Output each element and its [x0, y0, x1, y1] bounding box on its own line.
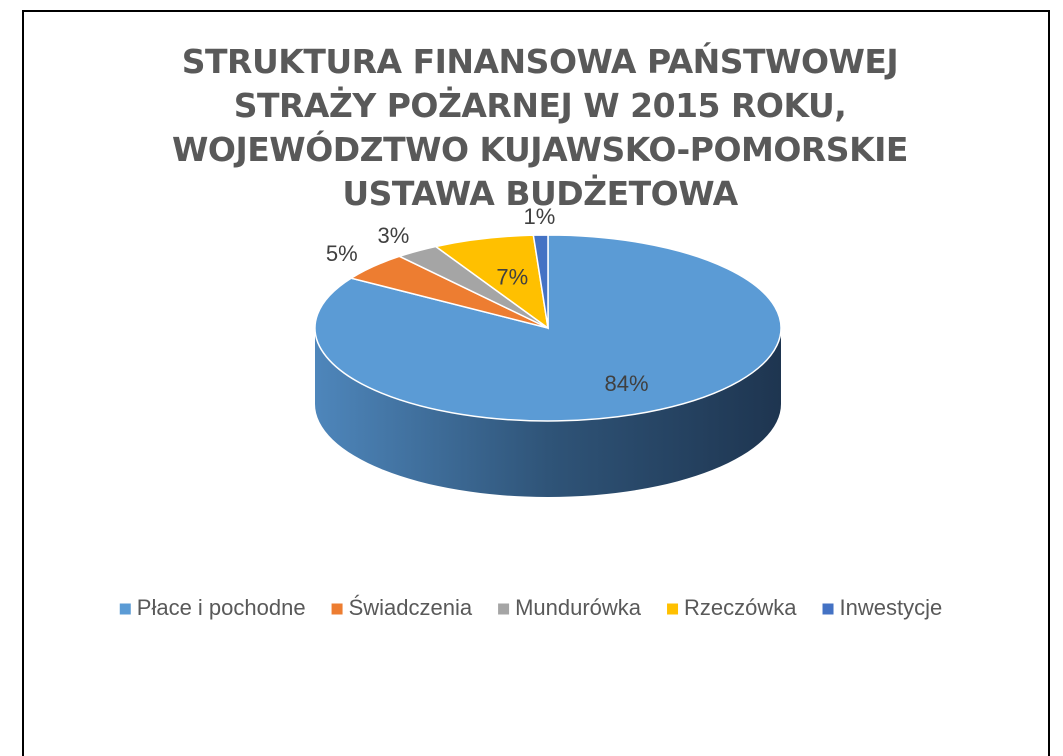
legend-swatch [822, 603, 834, 615]
chart-frame [22, 10, 1050, 756]
data-label: 1% [523, 204, 555, 229]
legend-label: Mundurówka [515, 595, 642, 620]
data-label: 7% [496, 265, 528, 290]
data-label: 3% [378, 223, 410, 248]
pie-side [315, 328, 781, 497]
pie-slice [433, 234, 550, 330]
data-label: 5% [326, 241, 358, 266]
legend-swatch [119, 603, 131, 615]
chart-title: STRUKTURA FINANSOWA PAŃSTWOWEJ STRAŻY PO… [172, 42, 908, 213]
legend-label: Inwestycje [840, 595, 943, 620]
legend-label: Płace i pochodne [137, 595, 306, 620]
legend-swatch [331, 603, 343, 615]
legend-swatch [667, 603, 679, 615]
data-label: 84% [605, 371, 649, 396]
legend-label: Rzeczówka [684, 595, 797, 620]
legend-label: Świadczenia [349, 595, 473, 620]
pie-slice [532, 234, 549, 329]
legend-swatch [498, 603, 510, 615]
